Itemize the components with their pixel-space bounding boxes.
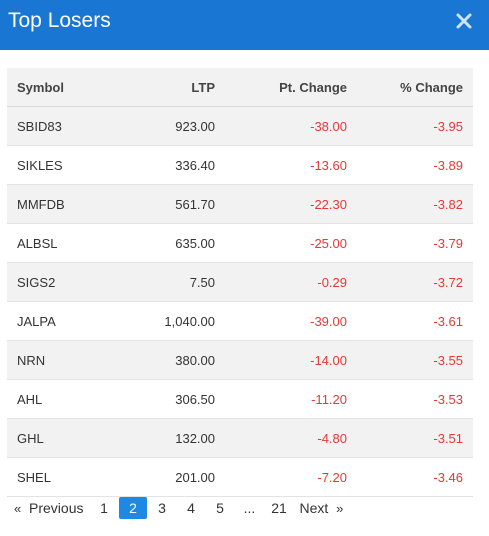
ltp-cell: 923.00	[117, 106, 225, 146]
table-row: SIKLES 336.40 -13.60 -3.89	[7, 145, 473, 185]
pagination: « Previous 1 2 3 4 5 ... 21 Next »	[8, 496, 478, 520]
pct-change-cell: -3.72	[357, 262, 473, 302]
ltp-cell: 1,040.00	[117, 301, 225, 341]
double-chevron-right-icon: »	[336, 500, 344, 516]
ltp-cell: 201.00	[117, 457, 225, 497]
ltp-cell: 132.00	[117, 418, 225, 458]
double-chevron-left-icon: «	[14, 500, 22, 516]
pt-change-cell: -25.00	[225, 223, 357, 263]
table-row: SIGS2 7.50 -0.29 -3.72	[7, 262, 473, 302]
close-icon[interactable]	[455, 12, 473, 30]
symbol-cell: SIGS2	[7, 262, 117, 302]
ltp-cell: 306.50	[117, 379, 225, 419]
pct-change-cell: -3.46	[357, 457, 473, 497]
symbol-cell: MMFDB	[7, 184, 117, 224]
column-header-pct-change: % Change	[357, 68, 473, 107]
symbol-cell: GHL	[7, 418, 117, 458]
pct-change-cell: -3.55	[357, 340, 473, 380]
page-5-button[interactable]: 5	[216, 500, 224, 516]
previous-label: Previous	[29, 499, 84, 516]
table-row: NRN 380.00 -14.00 -3.55	[7, 340, 473, 380]
table-row: AHL 306.50 -11.20 -3.53	[7, 379, 473, 419]
modal-header: Top Losers	[0, 0, 489, 50]
pt-change-cell: -14.00	[225, 340, 357, 380]
pt-change-cell: -38.00	[225, 106, 357, 146]
pt-change-cell: -11.20	[225, 379, 357, 419]
ltp-cell: 7.50	[117, 262, 225, 302]
page-3-button[interactable]: 3	[158, 500, 166, 516]
table-row: JALPA 1,040.00 -39.00 -3.61	[7, 301, 473, 341]
symbol-cell: ALBSL	[7, 223, 117, 263]
previous-page-link[interactable]: « Previous	[8, 497, 89, 520]
column-header-ltp: LTP	[117, 68, 225, 107]
pt-change-cell: -0.29	[225, 262, 357, 302]
pct-change-cell: -3.95	[357, 106, 473, 146]
ltp-cell: 635.00	[117, 223, 225, 263]
pct-change-cell: -3.53	[357, 379, 473, 419]
symbol-cell: NRN	[7, 340, 117, 380]
table-row: GHL 132.00 -4.80 -3.51	[7, 418, 473, 458]
table-row: SHEL 201.00 -7.20 -3.46	[7, 457, 473, 497]
page-4-button[interactable]: 4	[187, 500, 195, 516]
ltp-cell: 380.00	[117, 340, 225, 380]
column-header-symbol: Symbol	[7, 68, 117, 107]
losers-table-container: Symbol LTP Pt. Change % Change SBID83 92…	[7, 68, 473, 497]
table-header-row: Symbol LTP Pt. Change % Change	[7, 68, 473, 107]
pct-change-cell: -3.61	[357, 301, 473, 341]
pt-change-cell: -4.80	[225, 418, 357, 458]
pt-change-cell: -7.20	[225, 457, 357, 497]
pct-change-cell: -3.51	[357, 418, 473, 458]
page-2-button[interactable]: 2	[118, 497, 147, 519]
table-row: ALBSL 635.00 -25.00 -3.79	[7, 223, 473, 263]
symbol-cell: SIKLES	[7, 145, 117, 185]
losers-table: Symbol LTP Pt. Change % Change SBID83 92…	[7, 68, 473, 497]
pct-change-cell: -3.82	[357, 184, 473, 224]
column-header-pt-change: Pt. Change	[225, 68, 357, 107]
ltp-cell: 561.70	[117, 184, 225, 224]
symbol-cell: SBID83	[7, 106, 117, 146]
pagination-ellipsis: ...	[243, 500, 256, 516]
pt-change-cell: -13.60	[225, 145, 357, 185]
pt-change-cell: -22.30	[225, 184, 357, 224]
pct-change-cell: -3.79	[357, 223, 473, 263]
ltp-cell: 336.40	[117, 145, 225, 185]
table-row: MMFDB 561.70 -22.30 -3.82	[7, 184, 473, 224]
symbol-cell: SHEL	[7, 457, 117, 497]
modal-title: Top Losers	[8, 9, 111, 32]
pt-change-cell: -39.00	[225, 301, 357, 341]
page-1-button[interactable]: 1	[100, 500, 108, 516]
page-21-button[interactable]: 21	[271, 500, 287, 516]
next-page-link[interactable]: Next »	[293, 497, 349, 520]
pct-change-cell: -3.89	[357, 145, 473, 185]
symbol-cell: AHL	[7, 379, 117, 419]
table-row: SBID83 923.00 -38.00 -3.95	[7, 106, 473, 146]
next-label: Next	[299, 499, 329, 516]
symbol-cell: JALPA	[7, 301, 117, 341]
